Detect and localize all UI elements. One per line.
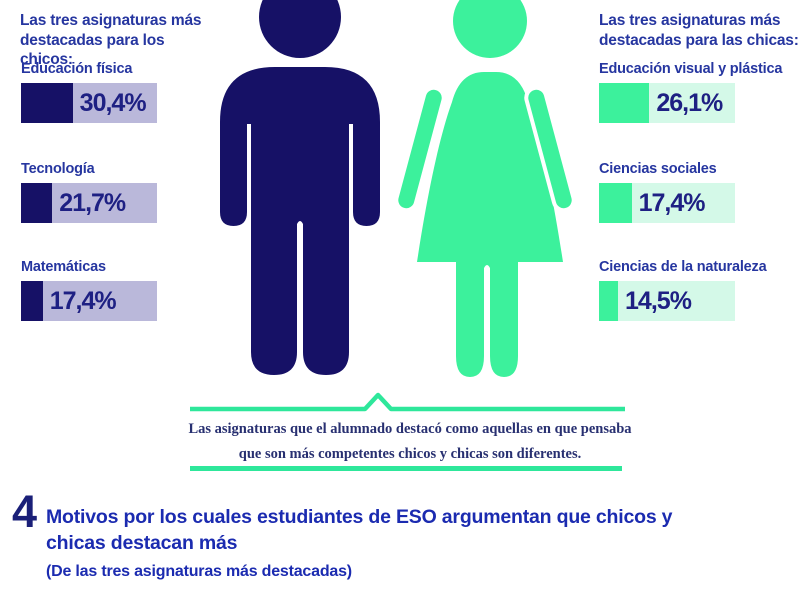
bar-value: 26,1% (656, 88, 723, 117)
bar-value: 14,5% (625, 286, 692, 315)
section-title: Motivos por los cuales estudiantes de ES… (46, 505, 696, 556)
bar-track: 17,4% (21, 281, 157, 321)
brace-divider-icon (190, 392, 625, 412)
bar-label: Ciencias de la naturaleza (599, 259, 767, 275)
bar-track: 14,5% (599, 281, 735, 321)
boys-bar-educacion-fisica: Educación física 30,4% (21, 61, 221, 123)
bar-fill (599, 183, 632, 223)
man-pictogram-icon (220, 0, 380, 375)
boys-bar-tecnologia: Tecnología 21,7% (21, 161, 221, 223)
girls-section-title: Las tres asignaturas más destacadas para… (599, 12, 799, 49)
bar-label: Matemáticas (21, 259, 106, 275)
bar-label: Ciencias sociales (599, 161, 717, 177)
bar-fill (21, 281, 43, 321)
divider-note-line2: que son más competentes chicos y chicas … (238, 446, 582, 462)
bar-fill (599, 83, 650, 123)
girls-bar-ciencias-naturaleza: Ciencias de la naturaleza 14,5% (599, 259, 799, 321)
bar-track: 17,4% (599, 183, 735, 223)
bar-value: 21,7% (59, 188, 126, 217)
divider-note-line1: Las asignaturas que el alumnado destacó … (188, 421, 632, 437)
bar-label: Tecnología (21, 161, 95, 177)
woman-pictogram-icon (394, 0, 576, 377)
section-subtitle: (De las tres asignaturas más destacadas) (46, 563, 352, 580)
bar-fill (21, 83, 73, 123)
bar-track: 26,1% (599, 83, 735, 123)
divider-note: Las asignaturas que el alumnado destacó … (150, 417, 670, 467)
bar-fill (21, 183, 53, 223)
bar-label: Educación visual y plástica (599, 61, 783, 77)
bar-value: 17,4% (49, 286, 117, 315)
bar-label: Educación física (21, 61, 133, 77)
green-rule (190, 466, 622, 471)
boys-bar-matematicas: Matemáticas 17,4% (21, 259, 221, 321)
boys-section-title: Las tres asignaturas más destacadas para… (20, 12, 202, 68)
section-title-line1: Motivos por los cuales estudiantes de ES… (46, 506, 673, 528)
bar-track: 21,7% (21, 183, 157, 223)
bar-fill (599, 281, 619, 321)
bar-value: 17,4% (638, 188, 706, 217)
bar-track: 30,4% (21, 83, 157, 123)
girls-bar-ciencias-sociales: Ciencias sociales 17,4% (599, 161, 799, 223)
girls-bar-educacion-visual: Educación visual y plástica 26,1% (599, 61, 799, 123)
section-number: 4 (12, 486, 38, 537)
bar-value: 30,4% (79, 88, 147, 117)
section-title-line2: chicas destacan más (46, 531, 238, 554)
